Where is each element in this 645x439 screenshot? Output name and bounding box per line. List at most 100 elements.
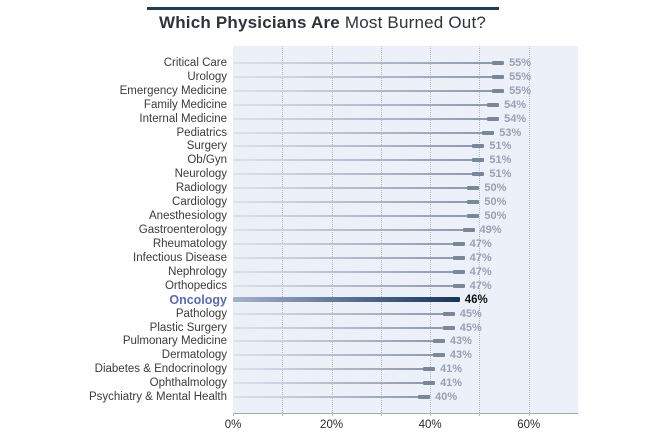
row-plot: 43% bbox=[233, 348, 578, 362]
bar bbox=[233, 269, 465, 274]
row-plot: 55% bbox=[233, 70, 578, 84]
category-label: Ob/Gyn bbox=[187, 154, 227, 167]
bar bbox=[233, 339, 445, 344]
page-title-regular: Most Burned Out? bbox=[339, 13, 487, 32]
category-label: Pathology bbox=[175, 307, 227, 320]
x-tick-label: 20% bbox=[320, 419, 344, 431]
value-label: 50% bbox=[484, 182, 507, 195]
bar bbox=[233, 158, 485, 163]
value-label: 53% bbox=[499, 126, 522, 139]
row-plot: 54% bbox=[233, 112, 578, 126]
chart-row: Urology 55% bbox=[0, 70, 578, 84]
bar bbox=[233, 367, 436, 372]
row-plot: 50% bbox=[233, 195, 578, 209]
value-label: 55% bbox=[509, 70, 532, 83]
axis-tick bbox=[282, 413, 284, 416]
row-plot: 53% bbox=[233, 126, 578, 140]
row-plot: 43% bbox=[233, 335, 578, 349]
row-plot: 45% bbox=[233, 307, 578, 321]
row-plot: 40% bbox=[233, 390, 578, 404]
row-plot: 51% bbox=[233, 153, 578, 167]
chart-row: Rheumatology 47% bbox=[0, 237, 578, 251]
chart-row: Surgery 51% bbox=[0, 140, 578, 154]
chart-row: Pediatrics 53% bbox=[0, 126, 578, 140]
category-label: Pulmonary Medicine bbox=[122, 335, 227, 348]
category-label: Infectious Disease bbox=[133, 251, 227, 264]
bar bbox=[233, 102, 500, 107]
bar bbox=[233, 283, 465, 288]
bar bbox=[233, 353, 445, 358]
page-title: Which Physicians Are Most Burned Out? bbox=[0, 13, 645, 33]
category-label: Neurology bbox=[174, 168, 227, 181]
category-label: Ophthalmology bbox=[149, 377, 227, 390]
chart-row: Plastic Surgery 45% bbox=[0, 321, 578, 335]
value-label: 49% bbox=[479, 224, 502, 237]
axis-tick bbox=[479, 413, 481, 416]
bar bbox=[233, 88, 505, 93]
gridline bbox=[479, 46, 481, 413]
bar bbox=[233, 228, 475, 233]
row-plot: 51% bbox=[233, 140, 578, 154]
category-label: Plastic Surgery bbox=[149, 321, 227, 334]
bar bbox=[233, 144, 485, 149]
row-plot: 55% bbox=[233, 84, 578, 98]
x-tick-label: 0% bbox=[224, 419, 242, 431]
category-label: Radiology bbox=[175, 182, 227, 195]
row-plot: 51% bbox=[233, 167, 578, 181]
x-tick-label: 40% bbox=[418, 419, 442, 431]
x-tick-label: 60% bbox=[517, 419, 541, 431]
row-plot: 47% bbox=[233, 251, 578, 265]
category-label: Diabetes & Endocrinology bbox=[94, 363, 227, 376]
row-plot: 41% bbox=[233, 362, 578, 376]
row-plot: 46% bbox=[233, 293, 578, 307]
row-plot: 50% bbox=[233, 209, 578, 223]
value-label: 54% bbox=[504, 112, 527, 125]
axis-tick bbox=[233, 413, 234, 416]
value-label: 46% bbox=[464, 293, 488, 306]
chart-row: Gastroenterology 49% bbox=[0, 223, 578, 237]
category-label: Anesthesiology bbox=[149, 210, 227, 223]
chart-header: Which Physicians Are Most Burned Out? bbox=[0, 0, 645, 33]
chart-area: Critical Care 55% Urology 55% Emergency … bbox=[0, 46, 645, 436]
value-label: 47% bbox=[469, 279, 492, 292]
value-label: 45% bbox=[459, 321, 482, 334]
bar bbox=[233, 395, 431, 400]
axis-tick bbox=[528, 413, 530, 416]
chart-row: Pathology 45% bbox=[0, 307, 578, 321]
chart-rows: Critical Care 55% Urology 55% Emergency … bbox=[0, 56, 578, 404]
value-label: 43% bbox=[449, 349, 472, 362]
category-label: Emergency Medicine bbox=[119, 84, 227, 97]
chart-row: Psychiatry & Mental Health 40% bbox=[0, 390, 578, 404]
value-label: 47% bbox=[469, 237, 492, 250]
chart-row: Oncology 46% bbox=[0, 293, 578, 307]
row-plot: 47% bbox=[233, 265, 578, 279]
bar bbox=[233, 172, 485, 177]
bar bbox=[233, 255, 465, 260]
value-label: 50% bbox=[484, 210, 507, 223]
chart-row: Nephrology 47% bbox=[0, 265, 578, 279]
chart-row: Orthopedics 47% bbox=[0, 279, 578, 293]
chart-row: Family Medicine 54% bbox=[0, 98, 578, 112]
bar bbox=[233, 214, 480, 219]
chart-row: Anesthesiology 50% bbox=[0, 209, 578, 223]
axis-tick bbox=[430, 413, 432, 416]
chart-row: Critical Care 55% bbox=[0, 56, 578, 70]
value-label: 45% bbox=[459, 307, 482, 320]
category-label: Pediatrics bbox=[176, 126, 228, 139]
category-label: Oncology bbox=[169, 292, 227, 307]
value-label: 54% bbox=[504, 98, 527, 111]
chart-row: Infectious Disease 47% bbox=[0, 251, 578, 265]
page-title-bold: Which Physicians Are bbox=[158, 13, 340, 32]
value-label: 41% bbox=[440, 377, 463, 390]
bar bbox=[233, 325, 455, 330]
category-label: Family Medicine bbox=[143, 98, 227, 111]
category-label: Nephrology bbox=[168, 265, 227, 278]
category-label: Rheumatology bbox=[152, 237, 227, 250]
chart-row: Ob/Gyn 51% bbox=[0, 153, 578, 167]
value-label: 51% bbox=[489, 140, 512, 153]
bar bbox=[233, 297, 460, 303]
chart-row: Neurology 51% bbox=[0, 167, 578, 181]
bar bbox=[233, 74, 505, 79]
title-rule bbox=[146, 7, 499, 10]
row-plot: 45% bbox=[233, 321, 578, 335]
